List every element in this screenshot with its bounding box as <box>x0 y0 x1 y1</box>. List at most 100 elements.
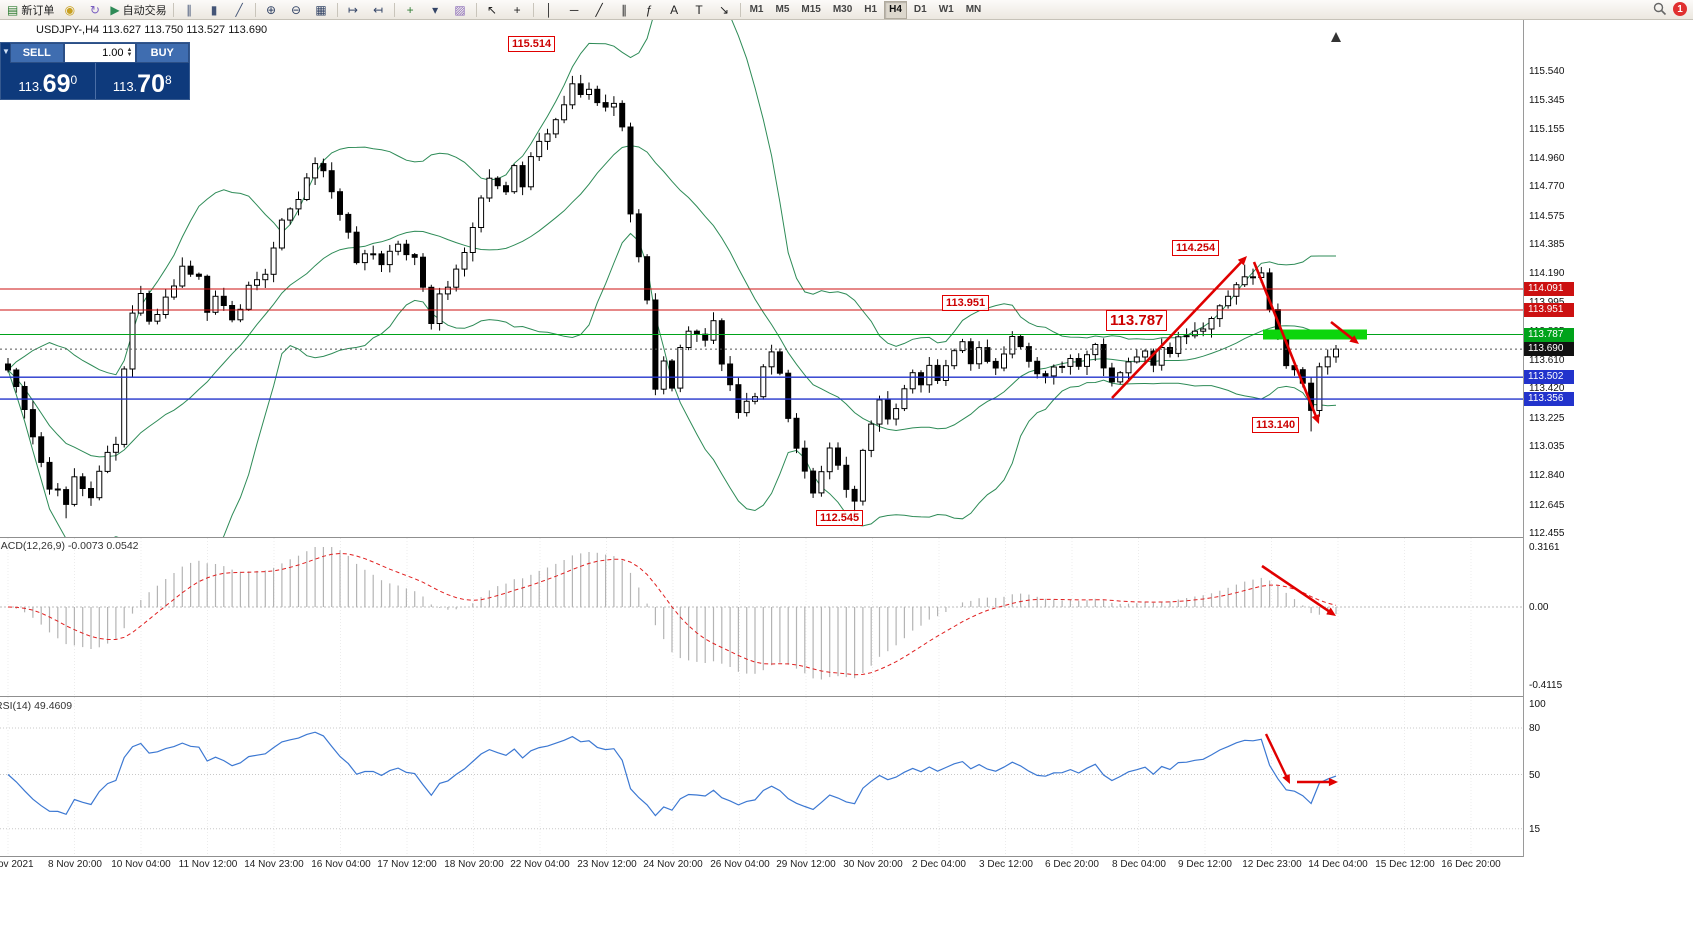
candle-body <box>768 351 775 368</box>
bollinger-middle <box>7 145 1337 458</box>
tile-windows-icon[interactable]: ▦ <box>309 0 334 19</box>
indicator-list-icon[interactable]: ◉ <box>57 0 82 19</box>
sell-button[interactable]: SELL <box>10 43 64 63</box>
arrows-tool-icon[interactable]: ↘ <box>712 0 737 19</box>
zoom-out-icon[interactable]: ⊖ <box>284 0 309 19</box>
candle-body <box>984 347 991 362</box>
templates-icon[interactable]: ▨ <box>448 0 473 19</box>
candle-body <box>760 366 767 398</box>
collapse-arrow-icon[interactable]: ▼ <box>2 47 10 56</box>
buy-price[interactable]: 113. 70 8 <box>96 63 190 99</box>
candle-body <box>527 156 534 188</box>
rsi-panel[interactable] <box>0 697 1523 855</box>
price-annotation-113.787[interactable]: 113.787 <box>1106 310 1168 331</box>
price-annotation-113.140[interactable]: 113.140 <box>1252 417 1300 433</box>
candle-body <box>146 293 153 322</box>
trend-arrow[interactable] <box>1264 733 1289 780</box>
candle-body <box>859 449 866 502</box>
macd-panel[interactable] <box>0 538 1523 695</box>
timeframe-M5[interactable]: M5 <box>775 4 790 15</box>
zoom-in-icon[interactable]: ⊕ <box>259 0 284 19</box>
candle-body <box>444 286 451 295</box>
trend-arrow[interactable] <box>1111 259 1244 399</box>
time-label: 8 Dec 04:00 <box>1112 859 1166 870</box>
bar-chart-icon[interactable]: ∥ <box>177 0 202 19</box>
volume-stepper-icon[interactable]: ▲ ▼ <box>126 47 133 58</box>
trade-row-prices: 113. 69 0 113. 70 8 <box>1 63 189 99</box>
cursor-icon[interactable]: ↖ <box>480 0 505 19</box>
price-tag-113.951[interactable]: 113.951 <box>1524 303 1574 317</box>
indicators-add-icon: + <box>406 2 414 17</box>
price-annotation-115.514[interactable]: 115.514 <box>508 36 556 52</box>
periods-icon[interactable]: ▾ <box>423 0 448 19</box>
timeframe-M30[interactable]: M30 <box>832 4 853 15</box>
candle-body <box>669 360 675 389</box>
buy-button[interactable]: BUY <box>135 43 189 63</box>
trend-arrow[interactable] <box>1252 261 1318 419</box>
time-axis[interactable]: 8 Nov 2021 8 Nov 20:00 10 Nov 04:00 11 Nov … <box>0 857 1523 875</box>
vertical-line-icon[interactable]: │ <box>537 0 562 19</box>
price-tag-113.690[interactable]: 113.690 <box>1524 342 1574 356</box>
buy-price-prefix: 113. <box>112 79 138 94</box>
main-price-chart[interactable] <box>0 20 1523 537</box>
indicators-add-icon[interactable]: + <box>398 0 423 19</box>
trendline-icon[interactable]: ╱ <box>587 0 612 19</box>
toolbar-separator <box>254 2 256 17</box>
trend-arrow[interactable] <box>1261 564 1332 614</box>
price-tag-114.091[interactable]: 114.091 <box>1524 282 1574 296</box>
chart-shift-icon[interactable]: ↤ <box>366 0 391 19</box>
price-axis[interactable]: 115.540 115.345 115.155 114.960 114.770 114.5… <box>1523 20 1693 857</box>
panel-separator[interactable] <box>0 537 1523 538</box>
profiles-icon[interactable]: ↻ <box>82 0 107 19</box>
text-icon[interactable]: A <box>662 0 687 19</box>
candle-body <box>843 464 850 490</box>
trend-arrow[interactable] <box>1330 320 1356 342</box>
price-tag-113.787[interactable]: 113.787 <box>1524 328 1574 342</box>
highlight-zone[interactable] <box>1263 329 1367 340</box>
search-icon[interactable] <box>1653 2 1667 16</box>
sell-price[interactable]: 113. 69 0 <box>1 63 95 99</box>
auto-scroll-icon[interactable]: ↦ <box>341 0 366 19</box>
toolbar-separator <box>393 2 395 17</box>
label-icon[interactable]: T <box>687 0 712 19</box>
line-chart-icon[interactable]: ╱ <box>227 0 252 19</box>
crosshair-icon[interactable]: + <box>505 0 530 19</box>
timeframe-H1[interactable]: H1 <box>864 4 878 15</box>
timeframe-M15[interactable]: M15 <box>801 4 821 15</box>
timeframe-W1[interactable]: W1 <box>938 4 954 15</box>
horizontal-line-icon[interactable]: ─ <box>562 0 587 19</box>
notification-badge[interactable]: 1 <box>1673 2 1687 16</box>
candle-body <box>453 268 460 288</box>
price-tag-113.502[interactable]: 113.502 <box>1524 370 1574 384</box>
price-annotation-114.254[interactable]: 114.254 <box>1172 240 1220 256</box>
panel-separator[interactable] <box>0 696 1523 697</box>
candle-body <box>1191 330 1198 337</box>
candle-chart-icon[interactable]: ▮ <box>202 0 227 19</box>
channel-icon[interactable]: ∥ <box>612 0 637 19</box>
time-label: 12 Dec 23:00 <box>1242 859 1302 870</box>
price-tag-113.356[interactable]: 113.356 <box>1524 392 1574 406</box>
candle-body <box>1034 360 1041 375</box>
price-annotation-112.545[interactable]: 112.545 <box>816 510 864 526</box>
candle-body <box>71 476 78 505</box>
candle-body <box>320 163 327 172</box>
timeframe-M1[interactable]: M1 <box>749 4 764 15</box>
line-chart-icon: ╱ <box>235 2 243 17</box>
new-order-button[interactable]: ▤ 新订单 <box>4 0 57 19</box>
price-annotation-113.951[interactable]: 113.951 <box>942 295 990 311</box>
price-tick: 113.035 <box>1529 441 1565 452</box>
candle-body <box>785 372 792 419</box>
candle-body <box>876 399 883 425</box>
candle-body <box>519 165 526 188</box>
timeframe-D1[interactable]: D1 <box>913 4 927 15</box>
auto-trading-button[interactable]: ▶ 自动交易 <box>107 0 169 19</box>
templates-icon: ▨ <box>454 2 466 17</box>
chart-shift-marker-icon[interactable] <box>1331 32 1341 42</box>
candle-body <box>793 417 800 449</box>
fibonacci-icon[interactable]: ƒ <box>637 0 662 19</box>
candle-body <box>1108 367 1115 383</box>
timeframe-H4[interactable]: H4 <box>884 0 907 19</box>
price-tick: 114.960 <box>1529 153 1565 164</box>
volume-input[interactable]: 1.00 ▲ ▼ <box>63 43 136 63</box>
timeframe-MN[interactable]: MN <box>965 4 982 15</box>
